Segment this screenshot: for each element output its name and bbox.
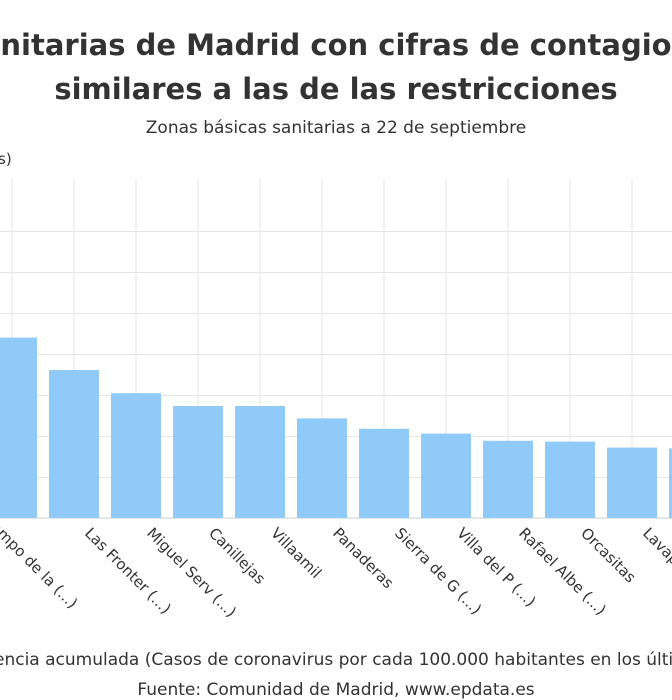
bar — [0, 337, 37, 518]
chart-title-line-2: similares a las de las restricciones — [54, 72, 618, 106]
x-tick-label: ampo de la (...) — [0, 518, 81, 612]
bar — [421, 433, 471, 518]
bar — [49, 370, 99, 518]
legend-label: encia acumulada (Casos de coronavirus po… — [0, 650, 672, 670]
bar — [607, 447, 657, 518]
bar — [235, 406, 285, 518]
x-tick-label: Canillejas — [205, 524, 269, 588]
bar — [483, 440, 533, 518]
bar — [545, 441, 595, 518]
x-tick-label: Panaderas — [329, 524, 397, 592]
bar — [359, 428, 409, 518]
chart-subtitle: Zonas básicas sanitarias a 22 de septiem… — [145, 118, 527, 138]
x-tick-label: Villaamil — [267, 524, 325, 582]
chart-title-line-1: nitarias de Madrid con cifras de contagi… — [0, 28, 672, 62]
x-tick-label: Orcasitas — [577, 524, 639, 586]
y-axis-label: s) — [0, 150, 12, 168]
source-note: Fuente: Comunidad de Madrid, www.epdata.… — [137, 680, 535, 700]
bar — [297, 418, 347, 518]
bar — [111, 393, 161, 518]
bar — [669, 448, 672, 518]
bar — [173, 406, 223, 518]
x-tick-label: Lavapiés — [639, 524, 672, 584]
